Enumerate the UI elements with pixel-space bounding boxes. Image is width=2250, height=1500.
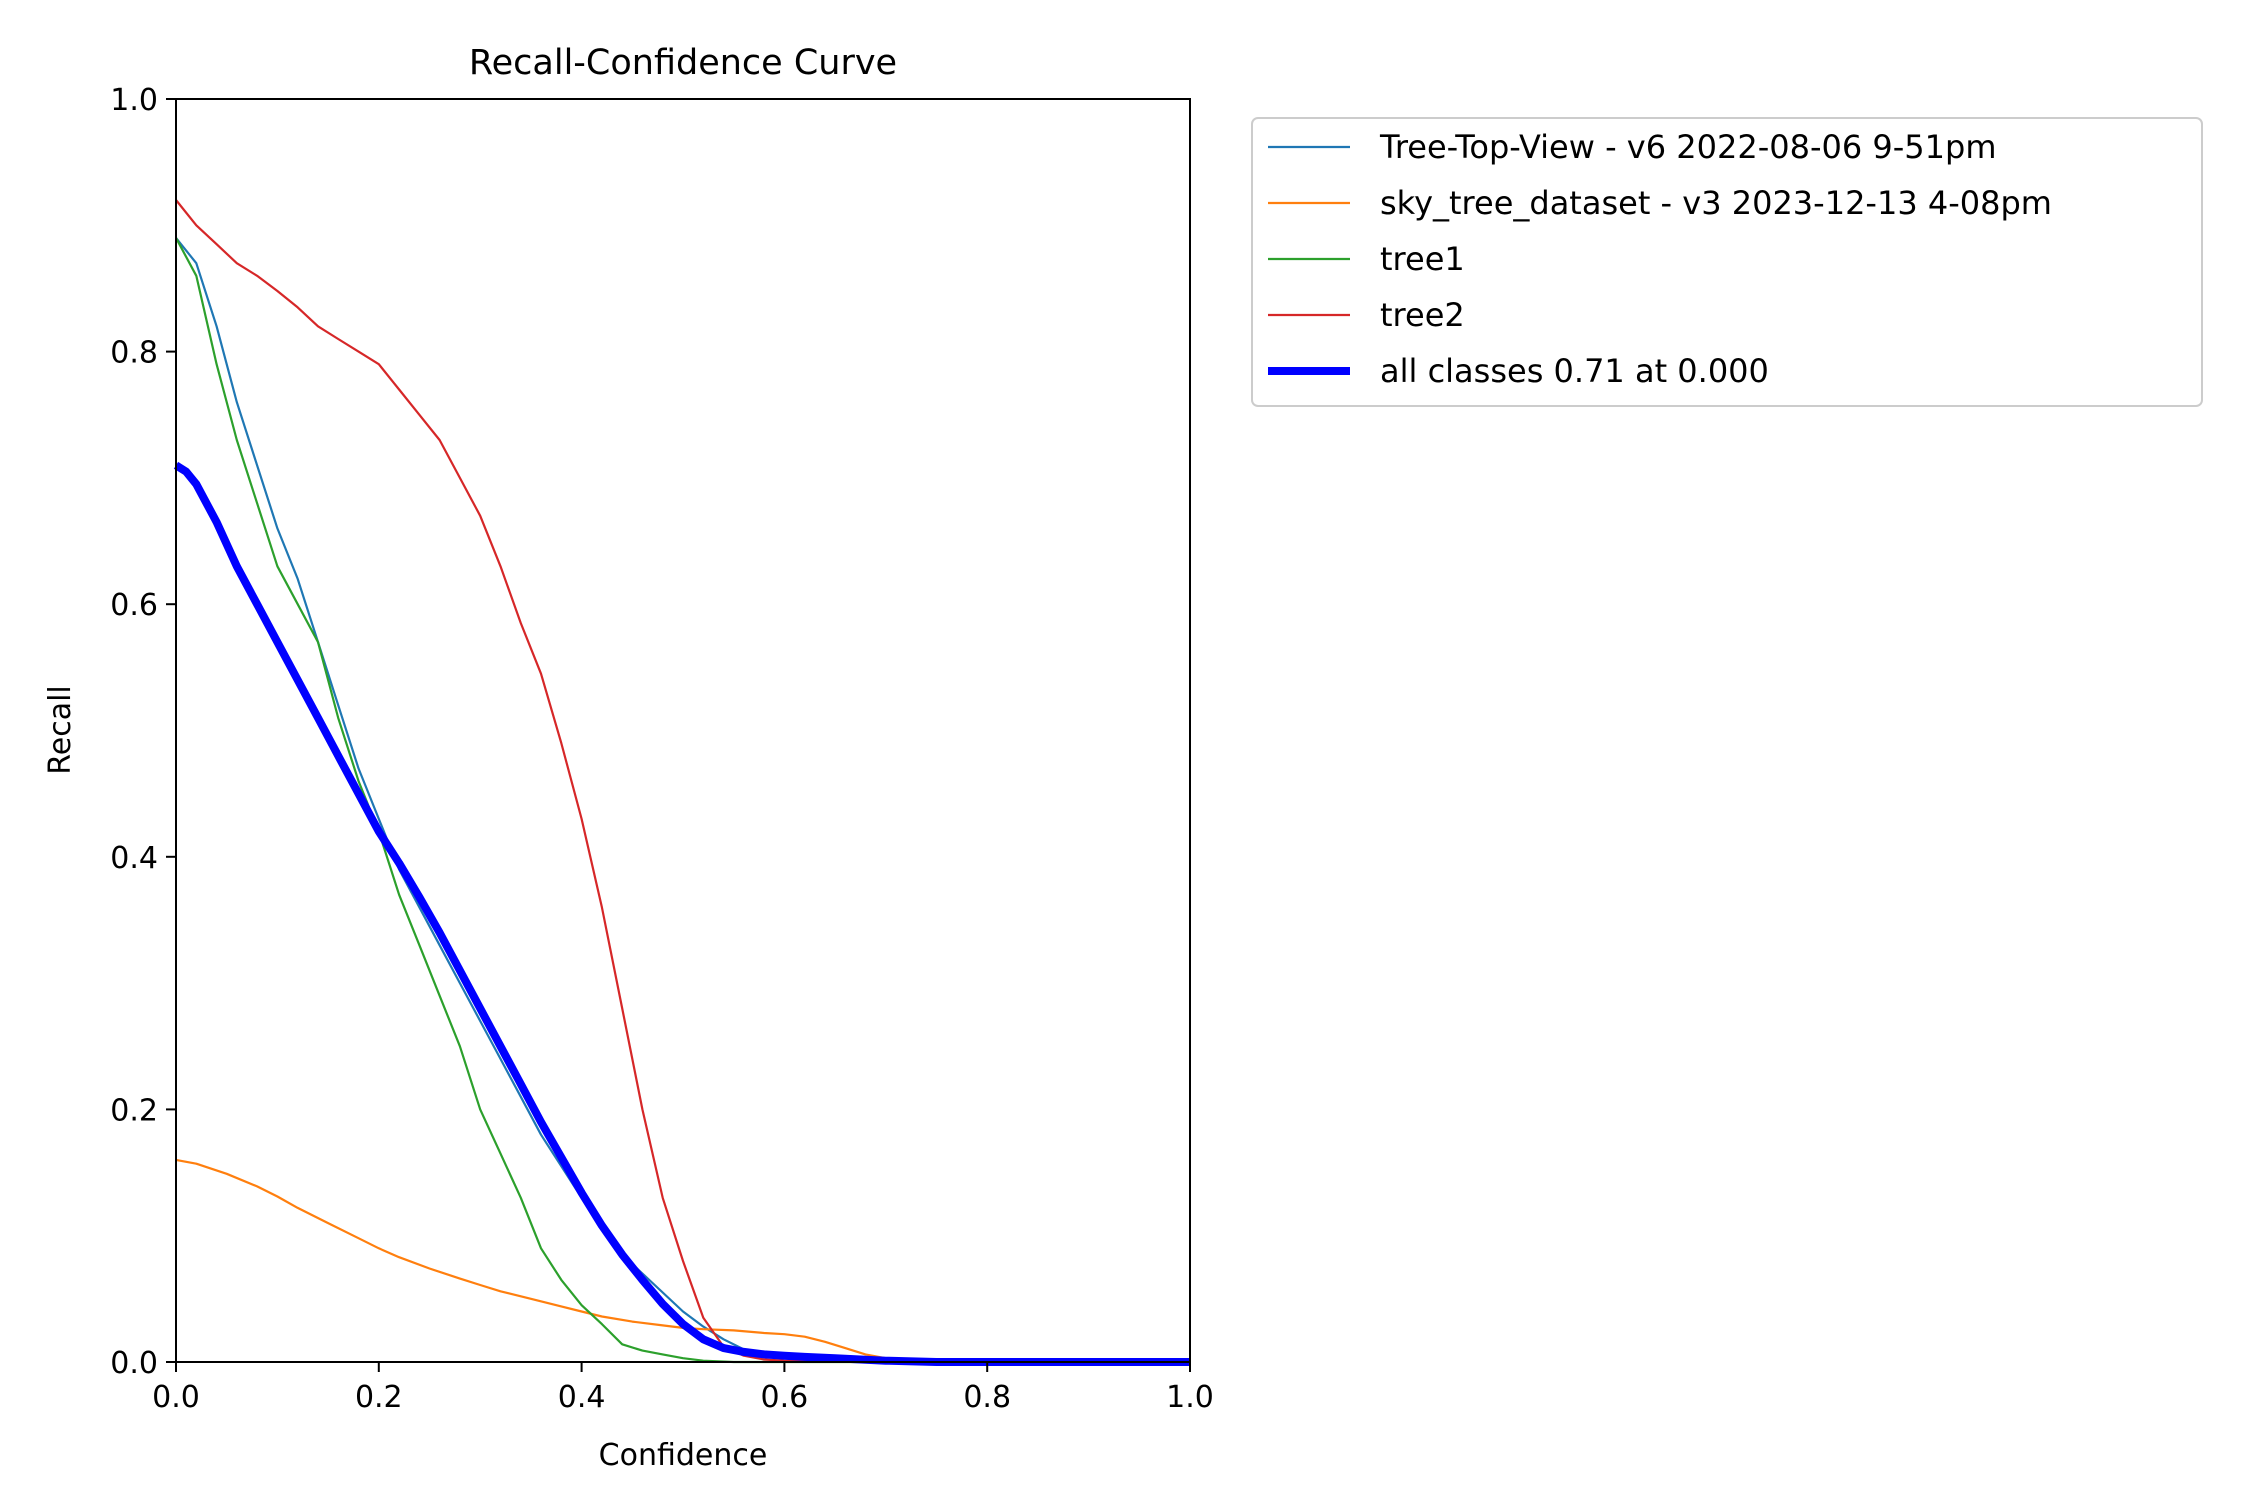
x-tick-label: 0.4 <box>558 1380 606 1415</box>
x-axis: 0.0 0.2 0.4 0.6 0.8 1.0 <box>152 1362 1214 1415</box>
y-axis: 0.0 0.2 0.4 0.6 0.8 1.0 <box>110 83 176 1381</box>
y-tick-label: 0.6 <box>110 588 158 623</box>
series-line-1 <box>175 1158 1190 1364</box>
y-axis-label: Recall <box>43 685 78 775</box>
chart-title: Recall-Confidence Curve <box>469 43 897 83</box>
series-line-4 <box>173 461 1190 1366</box>
plot-frame <box>175 98 1191 1363</box>
x-tick-label: 0.0 <box>152 1380 200 1415</box>
plot-series-group <box>173 199 1190 1366</box>
series-line-0 <box>175 237 1190 1364</box>
y-tick-label: 0.2 <box>110 1093 158 1128</box>
legend: Tree-Top-View - v6 2022-08-06 9-51pm sky_… <box>1251 117 2203 407</box>
y-tick-label: 0.0 <box>110 1346 158 1381</box>
series-line-2 <box>175 237 1190 1364</box>
y-tick-label: 0.4 <box>110 841 158 876</box>
legend-label-3: tree2 <box>1380 296 1465 334</box>
x-tick-label: 1.0 <box>1166 1380 1214 1415</box>
legend-label-4: all classes 0.71 at 0.000 <box>1380 352 1769 390</box>
x-tick-label: 0.2 <box>355 1380 403 1415</box>
y-tick-label: 0.8 <box>110 336 158 371</box>
series-line-3 <box>175 199 1190 1364</box>
x-axis-label: Confidence <box>599 1438 768 1473</box>
x-tick-label: 0.6 <box>761 1380 809 1415</box>
legend-label-0: Tree-Top-View - v6 2022-08-06 9-51pm <box>1379 128 1997 166</box>
legend-label-2: tree1 <box>1380 240 1465 278</box>
legend-frame <box>1251 117 2203 407</box>
y-tick-label: 1.0 <box>110 83 158 118</box>
legend-label-1: sky_tree_dataset - v3 2023-12-13 4-08pm <box>1380 184 2052 222</box>
x-tick-label: 0.8 <box>963 1380 1011 1415</box>
